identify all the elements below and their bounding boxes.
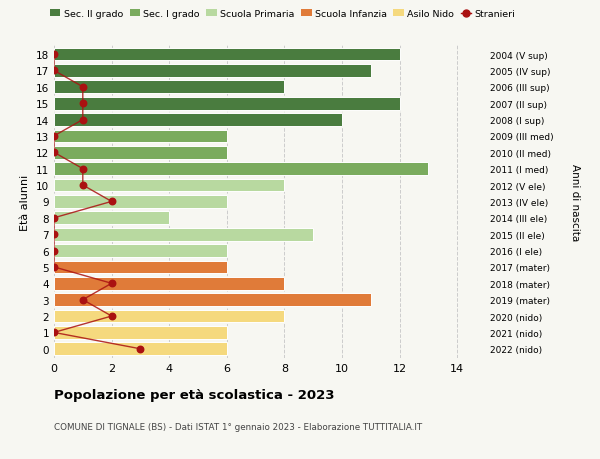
Y-axis label: Anni di nascita: Anni di nascita <box>571 163 580 241</box>
Point <box>49 231 59 238</box>
Point <box>49 215 59 222</box>
Point <box>107 280 116 287</box>
Bar <box>54 326 227 339</box>
Bar <box>54 49 400 61</box>
Bar <box>54 196 227 208</box>
Bar <box>54 179 284 192</box>
Point <box>49 263 59 271</box>
Point <box>78 182 88 189</box>
Bar <box>54 146 227 159</box>
Point <box>78 117 88 124</box>
Text: COMUNE DI TIGNALE (BS) - Dati ISTAT 1° gennaio 2023 - Elaborazione TUTTITALIA.IT: COMUNE DI TIGNALE (BS) - Dati ISTAT 1° g… <box>54 422 422 431</box>
Legend: Sec. II grado, Sec. I grado, Scuola Primaria, Scuola Infanzia, Asilo Nido, Stran: Sec. II grado, Sec. I grado, Scuola Prim… <box>50 10 515 19</box>
Point <box>49 51 59 59</box>
Y-axis label: Età alunni: Età alunni <box>20 174 31 230</box>
Bar <box>54 98 400 110</box>
Bar <box>54 245 227 257</box>
Point <box>49 67 59 75</box>
Point <box>136 345 145 353</box>
Point <box>107 313 116 320</box>
Point <box>49 149 59 157</box>
Bar <box>54 212 169 224</box>
Bar <box>54 114 342 127</box>
Bar <box>54 261 227 274</box>
Bar <box>54 343 227 355</box>
Text: Popolazione per età scolastica - 2023: Popolazione per età scolastica - 2023 <box>54 388 335 401</box>
Bar <box>54 228 313 241</box>
Point <box>49 133 59 140</box>
Point <box>78 84 88 91</box>
Bar <box>54 294 371 306</box>
Bar <box>54 81 284 94</box>
Bar <box>54 277 284 290</box>
Point <box>49 329 59 336</box>
Bar <box>54 130 227 143</box>
Bar <box>54 65 371 78</box>
Point <box>78 166 88 173</box>
Point <box>107 198 116 206</box>
Bar <box>54 310 284 323</box>
Point <box>78 100 88 107</box>
Bar <box>54 163 428 176</box>
Point <box>78 297 88 304</box>
Point <box>49 247 59 255</box>
